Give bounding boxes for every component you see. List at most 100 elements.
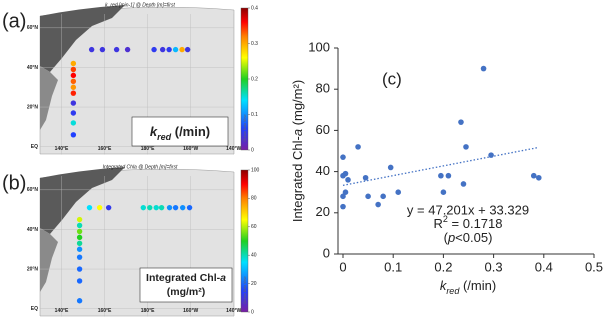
y-tick-label: 20: [316, 204, 330, 219]
station: [77, 217, 82, 222]
point: [365, 194, 371, 200]
station: [77, 235, 82, 240]
x-tick-label: 0.3: [485, 259, 503, 274]
station: [71, 73, 76, 78]
x-tick-label: 0.1: [384, 259, 402, 274]
y-tick-label: 20°N: [27, 104, 39, 110]
station: [97, 205, 102, 210]
station: [71, 79, 76, 84]
station: [173, 47, 178, 52]
y-tick-label: 40°N: [27, 227, 39, 233]
point: [481, 66, 487, 72]
colorbar-tick-label: 0: [251, 309, 254, 315]
map-label: Integrated Chl-a: [146, 272, 226, 284]
y-tick-label: 60°N: [27, 25, 39, 31]
station: [77, 241, 82, 246]
station: [71, 67, 76, 72]
point: [458, 119, 464, 125]
panel-label: (a): [2, 10, 26, 32]
station: [77, 266, 82, 271]
station: [179, 47, 184, 52]
station: [141, 205, 146, 210]
station: [159, 205, 164, 210]
point: [375, 202, 381, 208]
station: [167, 205, 172, 210]
point: [441, 189, 447, 195]
x-tick-label: 180°E: [141, 146, 155, 152]
x-tick-label: 140°E: [55, 146, 69, 152]
colorbar-tick-label: 20: [251, 281, 257, 287]
map-label: (mg/m²): [167, 286, 206, 298]
station: [71, 90, 76, 95]
station: [77, 278, 82, 283]
point: [531, 173, 537, 179]
station: [100, 47, 105, 52]
station: [106, 205, 111, 210]
station: [71, 100, 76, 105]
point: [463, 144, 469, 150]
point: [343, 171, 349, 177]
p-value: (p<0.05): [444, 230, 493, 245]
station: [160, 47, 165, 52]
station: [87, 205, 92, 210]
colorbar-tick-label: 0.3: [251, 41, 258, 47]
y-tick-label: EQ: [31, 306, 38, 312]
x-tick-label: 160°W: [183, 146, 198, 152]
point: [380, 194, 386, 200]
equation: y = 47.201x + 33.329: [407, 202, 529, 217]
station: [71, 132, 76, 137]
station: [151, 47, 156, 52]
point: [340, 204, 346, 210]
station: [173, 205, 178, 210]
map-title: k_red [min-1] @ Depth [m]=first: [105, 2, 175, 8]
point: [461, 181, 467, 187]
colorbar-tick-label: 80: [251, 196, 257, 202]
point: [488, 152, 494, 158]
point: [438, 173, 444, 179]
point: [345, 177, 351, 183]
map-title: Integrated Chla @ Depth [m]=first: [103, 164, 178, 170]
point: [363, 175, 369, 181]
station: [77, 229, 82, 234]
station: [187, 205, 192, 210]
point: [446, 173, 452, 179]
station: [180, 205, 185, 210]
trendline: [343, 147, 539, 185]
point: [395, 189, 401, 195]
y-tick-label: 80: [316, 81, 330, 96]
x-tick-label: 160°E: [98, 308, 112, 314]
station: [89, 47, 94, 52]
colorbar-tick-label: 100: [251, 167, 260, 173]
y-tick-label: 60°N: [27, 187, 39, 193]
y-axis-label: Integrated Chl-a (mg/m²): [290, 80, 305, 222]
station: [77, 247, 82, 252]
station: [71, 85, 76, 90]
station: [71, 120, 76, 125]
station: [71, 110, 76, 115]
colorbar-tick-label: 0.1: [251, 112, 258, 118]
station: [114, 47, 119, 52]
x-tick-label: 0.5: [585, 259, 603, 274]
station: [166, 47, 171, 52]
y-tick-label: 20°N: [27, 266, 39, 272]
x-tick-label: 0: [339, 259, 346, 274]
x-tick-label: 160°W: [183, 308, 198, 314]
station: [185, 47, 190, 52]
x-tick-label: 0.4: [535, 259, 553, 274]
colorbar-tick-label: 0: [251, 147, 254, 153]
watermark: Ocean Data View: [243, 276, 247, 304]
point: [536, 175, 542, 181]
colorbar-tick-label: 60: [251, 224, 257, 230]
x-axis-label: kred (/min): [440, 278, 496, 296]
point: [355, 144, 361, 150]
y-tick-label: 0: [323, 245, 330, 260]
y-tick-label: 40: [316, 163, 330, 178]
x-tick-label: 180°E: [141, 308, 155, 314]
panel-label: (b): [2, 172, 26, 194]
point: [343, 189, 349, 195]
panel-label: (c): [382, 69, 402, 88]
y-tick-label: 40°N: [27, 65, 39, 71]
x-tick-label: 140°E: [55, 308, 69, 314]
x-tick-label: 160°E: [98, 146, 112, 152]
x-tick-label: 140°W: [226, 146, 241, 152]
